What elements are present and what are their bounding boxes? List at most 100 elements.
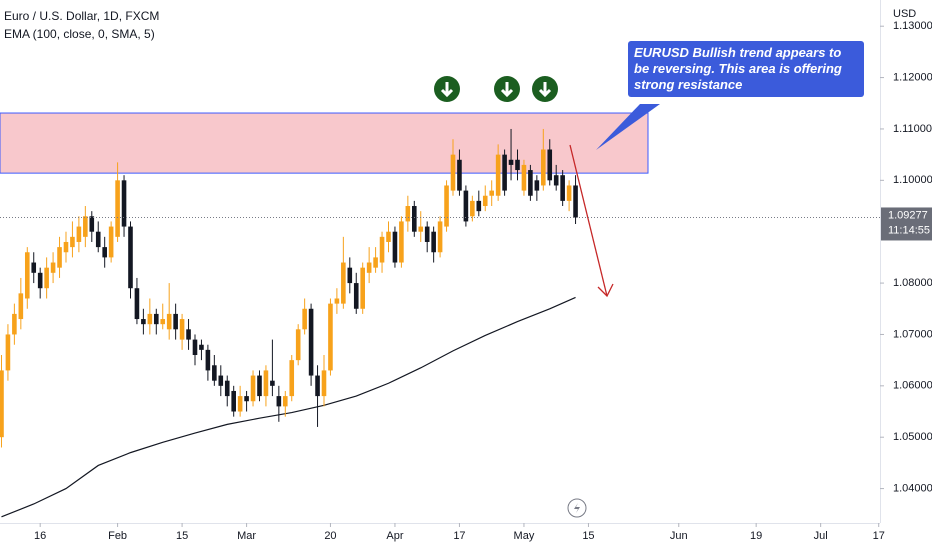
candle-body	[89, 216, 95, 232]
candle-body	[392, 231, 398, 263]
candle-body	[508, 159, 514, 165]
candle-body	[302, 308, 307, 330]
candle-body	[495, 154, 501, 196]
y-tick-label: 1.05000	[893, 431, 932, 443]
y-tick-label: 1.10000	[893, 174, 932, 186]
down-signal	[434, 76, 460, 102]
candle-body	[179, 319, 185, 340]
price-tag-value: 1.09277	[888, 209, 928, 221]
candle-body	[399, 221, 404, 263]
candle-body	[95, 231, 101, 248]
candle-body	[192, 339, 198, 356]
projection-arrow	[569, 144, 614, 298]
candle-body	[341, 262, 346, 304]
candle-body	[502, 154, 507, 191]
x-tick-label: Jul	[814, 530, 828, 542]
candle-body	[431, 231, 436, 253]
resistance-zone	[0, 112, 649, 174]
candle-body	[289, 360, 295, 397]
candle-body	[321, 370, 327, 397]
y-tick-label: 1.08000	[893, 277, 932, 289]
candle-body	[63, 241, 69, 253]
candle-body	[153, 313, 159, 325]
ema-line	[1, 296, 576, 518]
candle-body	[476, 200, 482, 212]
candle-body	[37, 272, 43, 289]
candle-body	[244, 396, 249, 402]
candle-body	[566, 185, 572, 201]
candle-body	[353, 283, 359, 309]
candle-body	[199, 344, 204, 350]
candle-body	[528, 170, 533, 196]
y-tick-label: 1.06000	[893, 380, 932, 392]
candle-body	[31, 262, 37, 273]
candle-body	[57, 247, 62, 268]
candle-body	[373, 257, 378, 268]
candle-body	[418, 226, 424, 232]
candle-body	[173, 313, 178, 330]
candle-body	[128, 226, 133, 289]
candle-body	[450, 154, 456, 191]
currency-label: USD	[893, 8, 916, 20]
x-tick-label: Jun	[670, 530, 688, 542]
price-tag	[881, 207, 932, 241]
candle-body	[347, 267, 353, 284]
candle-body	[521, 164, 527, 191]
candle-body	[405, 206, 411, 222]
candle-body	[250, 375, 256, 402]
candle-body	[457, 159, 462, 191]
candle-body	[83, 216, 88, 237]
x-tick-label: May	[514, 530, 535, 542]
annotation-callout: EURUSD Bullish trend appears to be rever…	[628, 41, 864, 97]
candle-body	[0, 370, 4, 438]
candle-body	[24, 252, 30, 299]
candle-body	[134, 288, 140, 320]
x-tick-label: 17	[873, 530, 885, 542]
event-icon	[567, 498, 587, 518]
candle-body	[141, 319, 146, 325]
candle-body	[482, 195, 488, 207]
candle-body	[5, 334, 11, 371]
y-tick-label: 1.07000	[893, 328, 932, 340]
candle-body	[379, 236, 385, 263]
signal-arrows	[434, 76, 558, 102]
candle-body	[276, 396, 282, 407]
candle-body	[547, 149, 553, 181]
down-signal	[532, 76, 558, 102]
candle-body	[463, 190, 469, 222]
candle-body	[470, 200, 475, 217]
candle-body	[540, 149, 546, 186]
candle-body	[534, 180, 540, 191]
candle-body	[50, 262, 56, 273]
indicator-label: EMA (100, close, 0, SMA, 5)	[4, 27, 155, 41]
candle-body	[515, 159, 520, 171]
candle-body	[186, 329, 191, 340]
candle-body	[424, 226, 430, 242]
y-tick-label: 1.11000	[893, 123, 932, 135]
x-tick-label: Feb	[108, 530, 127, 542]
candle-body	[263, 370, 269, 397]
candle-body	[257, 375, 262, 397]
x-tick-label: 15	[176, 530, 188, 542]
x-tick-label: 16	[34, 530, 46, 542]
candle-body	[560, 175, 565, 201]
x-tick-label: Apr	[386, 530, 403, 542]
candle-body	[282, 396, 288, 407]
x-tick-label: Mar	[237, 530, 256, 542]
candle-body	[366, 262, 372, 273]
callout-tail	[596, 104, 660, 150]
candle-body	[553, 175, 559, 186]
y-tick-label: 1.13000	[893, 20, 932, 32]
candle-body	[218, 375, 224, 386]
candle-body	[147, 313, 153, 325]
candle-body	[166, 313, 172, 330]
candle-body	[76, 226, 82, 242]
price-tag-countdown: 11:14:55	[888, 224, 930, 236]
symbol-title: Euro / U.S. Dollar, 1D, FXCM	[4, 9, 159, 23]
candle-body	[70, 236, 75, 248]
candle-body	[308, 308, 314, 376]
candle-body	[224, 380, 230, 397]
down-signal	[494, 76, 520, 102]
candle-body	[386, 231, 391, 242]
